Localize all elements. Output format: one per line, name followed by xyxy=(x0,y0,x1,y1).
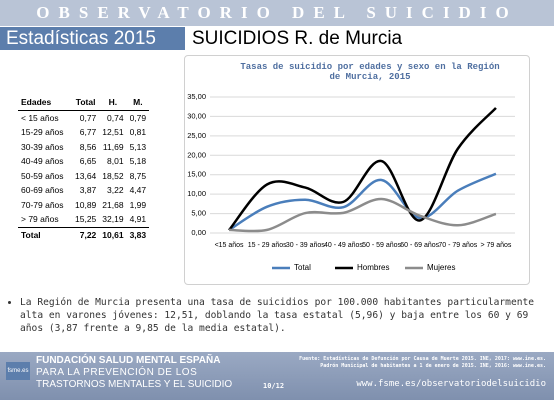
data-table: Edades Total H. M. < 15 años 0,77 0,74 0,79 15-2… xyxy=(18,95,150,242)
table-row: 30-39 años 8,56 11,69 5,13 xyxy=(18,140,149,155)
column-header: Total xyxy=(72,95,100,111)
table-cell: 30-39 años xyxy=(21,141,64,152)
table-cell: 8,01 xyxy=(107,156,124,167)
column-header: H. xyxy=(99,95,127,111)
table-cell: 3,22 xyxy=(107,185,124,196)
table-cell: 6,77 xyxy=(79,127,97,138)
x-tick-label: 40 - 49 años xyxy=(324,242,363,249)
header-title: OBSERVATORIO DEL SUICIDIO xyxy=(0,0,554,26)
source: Fuente: Estadísticas de Defunción por Ca… xyxy=(299,356,546,362)
table-cell: > 79 años xyxy=(21,214,59,225)
table-cell: 10,89 xyxy=(75,199,97,210)
x-tick-label: 50 - 59 años xyxy=(362,242,401,249)
table-cell: 3,87 xyxy=(79,185,97,196)
series-line xyxy=(228,172,497,232)
table-cell: 3,83 xyxy=(126,226,150,242)
table-cell: 12,51 xyxy=(102,127,124,138)
table-cell: 15,25 xyxy=(75,214,97,225)
table-total-row: Total 7,22 10,61 3,83 xyxy=(18,226,150,242)
table-cell: 32,19 xyxy=(102,214,124,225)
x-tick-label: > 79 años xyxy=(480,242,511,249)
legend-label: Total xyxy=(294,263,311,272)
table-cell: Total xyxy=(18,226,72,242)
y-tick-label: 35,00 xyxy=(187,92,206,101)
table-cell: 18,52 xyxy=(102,170,124,181)
table-cell: 40-49 años xyxy=(21,156,64,167)
footer: fsme.es FUNDACIÓN SALUD MENTAL ESPAÑA PA… xyxy=(0,352,554,400)
table-cell: 21,68 xyxy=(102,199,124,210)
table-cell: 13,64 xyxy=(75,170,97,181)
x-tick-label: <15 años xyxy=(215,242,244,249)
table-row: < 15 años 0,77 0,74 0,79 xyxy=(18,110,149,125)
url: www.fsme.es/observatoriodelsuicidio xyxy=(356,379,546,389)
series-line xyxy=(229,197,497,233)
y-tick-label: 5,00 xyxy=(191,209,206,218)
x-tick-label: 15 - 29 años xyxy=(248,242,287,249)
table-cell: 7,22 xyxy=(72,226,100,242)
y-tick-label: 20,00 xyxy=(187,150,206,159)
y-tick-label: 0,00 xyxy=(191,228,206,237)
table-cell: 4,47 xyxy=(129,185,147,196)
tagline: TRASTORNOS MENTALES Y EL SUICIDIO xyxy=(36,379,233,390)
table-row: 60-69 años 3,87 3,22 4,47 xyxy=(18,183,149,198)
table-cell: 10,61 xyxy=(99,226,127,242)
table-cell: 0,74 xyxy=(107,112,124,123)
chart-frame xyxy=(184,55,530,285)
bullet-list: La Región de Murcia presenta una tasa de… xyxy=(6,296,546,335)
y-tick-label: 15,00 xyxy=(187,170,206,179)
slide-subtitle: SUICIDIOS R. de Murcia xyxy=(192,28,403,49)
table-cell: 5,13 xyxy=(129,141,147,152)
table-cell: 0,79 xyxy=(129,112,147,123)
legend-label: Mujeres xyxy=(427,263,455,272)
tagline: PARA LA PREVENCIÓN DE LOS xyxy=(36,367,198,378)
table-row: 15-29 años 6,77 12,51 0,81 xyxy=(18,125,149,140)
table-header-row: Edades Total H. M. xyxy=(18,95,150,111)
table-cell: 0,77 xyxy=(79,112,97,123)
table-cell: 4,91 xyxy=(129,214,147,225)
y-tick-label: 10,00 xyxy=(187,189,206,198)
logo: fsme.es xyxy=(6,362,30,380)
section-label: Estadísticas 2015 xyxy=(0,27,185,50)
table-row: 50-59 años 13,64 18,52 8,75 xyxy=(18,169,149,184)
org-name: FUNDACIÓN SALUD MENTAL ESPAÑA xyxy=(36,355,221,366)
table-cell: 0,81 xyxy=(129,127,147,138)
x-tick-label: 60 - 69 años xyxy=(400,242,439,249)
column-header: Edades xyxy=(18,95,72,111)
chart-title: Tasas de suicidio por edades y sexo en l… xyxy=(240,62,500,82)
table-cell: 11,69 xyxy=(102,141,124,152)
table-cell: 1,99 xyxy=(129,199,147,210)
series-line xyxy=(228,107,497,231)
table-cell: 60-69 años xyxy=(21,185,64,196)
y-tick-label: 25,00 xyxy=(187,131,206,140)
bullet-text: La Región de Murcia presenta una tasa de… xyxy=(20,296,546,335)
table-cell: 15-29 años xyxy=(21,127,64,138)
chart: 0,00 5,00 10,00 15,00 20,00 25,00 30,00 35,00 <1… xyxy=(187,92,515,272)
table-cell: 6,65 xyxy=(79,156,97,167)
x-tick-label: 70 - 79 años xyxy=(438,242,477,249)
table-row: 40-49 años 6,65 8,01 5,18 xyxy=(18,154,149,169)
table-cell: 70-79 años xyxy=(21,199,64,210)
table-row: 70-79 años 10,89 21,68 1,99 xyxy=(18,198,149,213)
table-cell: 50-59 años xyxy=(21,170,64,181)
x-tick-label: 30 - 39 años xyxy=(286,242,325,249)
table-cell: 5,18 xyxy=(129,156,147,167)
column-header: M. xyxy=(126,95,150,111)
y-tick-label: 30,00 xyxy=(187,111,206,120)
legend-label: Hombres xyxy=(357,263,389,272)
table-row: > 79 años 15,25 32,19 4,91 xyxy=(18,212,149,227)
table-cell: 8,75 xyxy=(129,170,147,181)
table-cell: 8,56 xyxy=(79,141,97,152)
page-number: 10/12 xyxy=(263,382,285,390)
source: Padrón Municipal de habitantes a 1 de en… xyxy=(320,363,546,369)
table-cell: < 15 años xyxy=(21,112,59,123)
